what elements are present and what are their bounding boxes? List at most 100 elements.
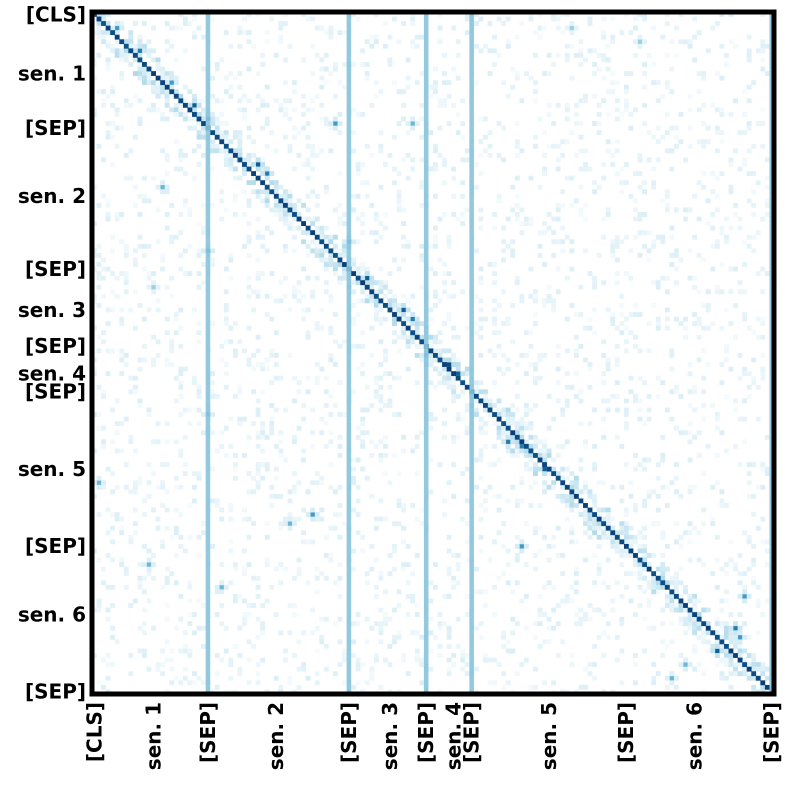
heatmap-diagonal-cell [428, 348, 434, 354]
heatmap-cell [442, 421, 447, 427]
heatmap-cell [237, 148, 243, 154]
heatmap-cell [360, 289, 366, 295]
heatmap-cell [173, 507, 179, 513]
heatmap-cell [223, 266, 229, 272]
heatmap-cell [160, 89, 166, 95]
heatmap-cell [669, 225, 675, 231]
heatmap-cell [196, 134, 202, 140]
heatmap-cell [201, 225, 206, 231]
heatmap-cell [282, 275, 288, 281]
heatmap-cell [332, 62, 338, 67]
heatmap-cell [478, 266, 484, 272]
heatmap-cell [433, 89, 438, 95]
heatmap-cell [596, 102, 602, 108]
heatmap-cell [687, 362, 693, 367]
heatmap-cell [614, 543, 620, 549]
heatmap-cell [260, 157, 266, 163]
heatmap-cell [228, 152, 234, 158]
heatmap-cell [564, 498, 570, 504]
heatmap-cell [192, 471, 197, 477]
heatmap-cell [578, 39, 584, 45]
heatmap-cell [501, 248, 507, 254]
heatmap-cell [178, 343, 184, 349]
heatmap-cell [232, 598, 238, 604]
heatmap-cell [596, 525, 602, 531]
heatmap-cell [660, 621, 666, 627]
heatmap-cell [610, 239, 616, 245]
heatmap-cell [760, 289, 766, 295]
heatmap-cell [455, 216, 461, 222]
heatmap-cell [173, 25, 179, 31]
heatmap-cell [292, 234, 297, 240]
heatmap-cell [451, 653, 457, 658]
heatmap-frame [89, 9, 777, 697]
heatmap-cell [651, 25, 657, 31]
heatmap-cell [755, 121, 761, 126]
heatmap-cell [460, 416, 466, 422]
heatmap-cell [755, 598, 761, 604]
heatmap-cell [546, 471, 552, 477]
heatmap-cell [296, 289, 302, 295]
heatmap-cell [610, 525, 616, 531]
heatmap-cell [760, 684, 766, 690]
heatmap-cell [173, 80, 179, 86]
heatmap-cell [401, 657, 407, 663]
heatmap-cell [292, 516, 297, 522]
heatmap-cell [569, 493, 575, 499]
heatmap-cell [142, 252, 147, 258]
heatmap-diagonal-cell [310, 230, 316, 236]
heatmap-cell [442, 80, 447, 86]
heatmap-cell [610, 539, 616, 545]
heatmap-cell [278, 207, 284, 213]
heatmap-cell [723, 657, 729, 663]
heatmap-cell [392, 375, 397, 381]
heatmap-cell [182, 152, 188, 158]
heatmap-cell [342, 243, 347, 249]
heatmap-cell [151, 471, 156, 477]
heatmap-cell [228, 325, 234, 331]
heatmap-cell [496, 121, 502, 126]
heatmap-cell [342, 271, 347, 277]
heatmap-cell [369, 102, 375, 108]
heatmap-cell [592, 662, 597, 668]
heatmap-cell [723, 343, 729, 349]
heatmap-cell [132, 71, 138, 76]
heatmap-cell [446, 121, 452, 126]
heatmap-cell [160, 484, 166, 490]
heatmap-cell [128, 175, 134, 181]
heatmap-hotspot [151, 284, 156, 290]
heatmap-cell [683, 430, 688, 436]
heatmap-cell [583, 443, 588, 449]
heatmap-cell [501, 125, 507, 131]
heatmap-cell [96, 334, 102, 340]
heatmap-cell [614, 380, 620, 386]
heatmap-cell [201, 280, 206, 286]
heatmap-cell [601, 516, 607, 522]
heatmap-cell [392, 548, 397, 554]
heatmap-cell [746, 243, 752, 249]
heatmap-cell [696, 30, 702, 36]
heatmap-cell [351, 280, 357, 286]
heatmap-cell [764, 548, 770, 554]
heatmap-cell [510, 84, 516, 90]
heatmap-cell [737, 571, 743, 577]
heatmap-cell [201, 202, 206, 208]
heatmap-cell [246, 275, 252, 281]
heatmap-cell [282, 657, 288, 663]
heatmap-diagonal-cell [210, 130, 216, 136]
heatmap-cell [533, 466, 538, 472]
heatmap-cell [405, 366, 411, 372]
heatmap-cell [433, 84, 438, 90]
heatmap-cell [110, 584, 116, 590]
heatmap-cell [655, 475, 661, 481]
heatmap-cell [264, 521, 270, 527]
heatmap-cell [583, 325, 588, 331]
heatmap-cell [342, 339, 347, 345]
heatmap-cell [433, 302, 438, 308]
heatmap-cell [378, 307, 384, 313]
heatmap-cell [287, 675, 293, 681]
heatmap-cell [355, 434, 361, 440]
heatmap-cell [196, 393, 202, 399]
heatmap-cell [587, 521, 593, 527]
heatmap-cell [451, 662, 457, 668]
